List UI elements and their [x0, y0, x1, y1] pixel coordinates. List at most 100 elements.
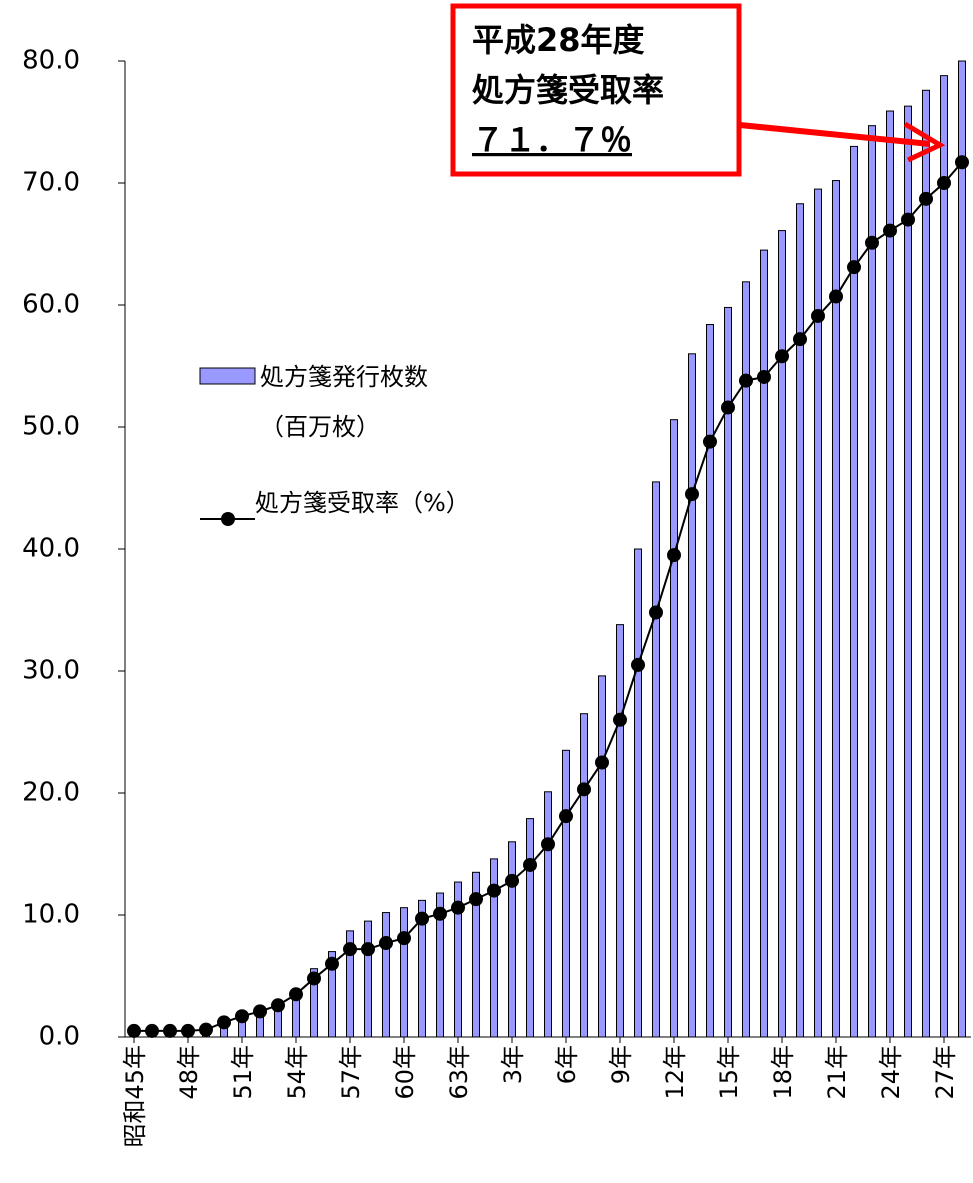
point: [721, 400, 735, 415]
y-tick-label: 0.0: [39, 1022, 80, 1052]
bar: [418, 899, 426, 1038]
legend-label: 処方箋受取率（%）: [255, 489, 470, 517]
bar: [796, 203, 804, 1038]
point: [703, 434, 717, 449]
point: [271, 998, 285, 1013]
x-tick-label: 51年: [229, 1045, 257, 1100]
point: [379, 936, 393, 951]
point: [667, 548, 681, 563]
point: [433, 906, 447, 921]
x-tick-label: 15年: [715, 1045, 743, 1100]
x-tick-label: 6年: [553, 1045, 581, 1084]
point: [343, 942, 357, 957]
bar: [400, 907, 408, 1038]
point: [397, 931, 411, 946]
point: [217, 1015, 231, 1030]
bar: [688, 353, 696, 1038]
annotation-arrow: [739, 122, 931, 147]
x-tick-label: 18年: [769, 1045, 797, 1100]
annotation-text: 平成28年度: [472, 21, 645, 59]
point: [847, 260, 861, 275]
point: [253, 1004, 267, 1019]
point: [901, 212, 915, 227]
y-tick-label: 10.0: [22, 900, 80, 930]
point: [829, 289, 843, 304]
bar: [706, 324, 714, 1038]
point: [811, 308, 825, 323]
bar: [832, 180, 840, 1038]
x-tick-label: 24年: [877, 1045, 905, 1100]
x-tick-label: 3年: [499, 1045, 527, 1084]
bar: [598, 675, 606, 1038]
bar: [724, 306, 732, 1038]
bar: [850, 145, 858, 1038]
legend-label: 処方箋発行枚数 （百万枚）: [260, 363, 428, 441]
bar: [526, 818, 534, 1038]
point: [595, 755, 609, 770]
y-tick-label: 80.0: [22, 46, 80, 76]
bar: [310, 968, 318, 1038]
point: [505, 873, 519, 888]
annotation-arrowhead: [903, 121, 946, 163]
bar: [436, 892, 444, 1038]
bar: [490, 858, 498, 1038]
point: [775, 349, 789, 364]
x-tick-label: 63年: [445, 1045, 473, 1100]
bar: [634, 548, 642, 1038]
y-tick-label: 20.0: [22, 778, 80, 808]
bar: [742, 281, 750, 1038]
bar: [670, 419, 678, 1038]
legend-marker: [221, 512, 235, 526]
point: [235, 1009, 249, 1024]
bar: [958, 60, 966, 1038]
bar: [760, 249, 768, 1038]
point: [523, 857, 537, 872]
point: [685, 487, 699, 502]
bar: [472, 871, 480, 1038]
annotation-box: [450, 3, 742, 177]
point: [361, 942, 375, 957]
x-tick-label: 昭和45年: [121, 1045, 149, 1148]
bar: [886, 110, 894, 1038]
point: [451, 900, 465, 915]
y-tick-label: 50.0: [22, 412, 80, 442]
point: [613, 712, 627, 727]
point: [793, 332, 807, 347]
y-tick-label: 60.0: [22, 290, 80, 320]
y-tick-label: 30.0: [22, 656, 80, 686]
bar: [814, 188, 822, 1038]
point: [577, 782, 591, 797]
bar: [328, 951, 336, 1038]
point: [541, 837, 555, 852]
x-tick-label: 60年: [391, 1045, 419, 1100]
point: [883, 223, 897, 238]
bar: [904, 105, 912, 1038]
point: [649, 605, 663, 620]
point: [739, 373, 753, 388]
point: [631, 657, 645, 672]
point: [757, 369, 771, 384]
annotation-text: 処方箋受取率: [472, 71, 664, 109]
point: [469, 892, 483, 907]
point: [325, 956, 339, 971]
point: [181, 1023, 195, 1038]
point: [307, 971, 321, 986]
x-tick-label: 48年: [175, 1045, 203, 1100]
x-tick-label: 12年: [661, 1045, 689, 1100]
point: [865, 235, 879, 250]
bar: [652, 481, 660, 1038]
point: [145, 1023, 159, 1038]
bar: [544, 791, 552, 1038]
point: [163, 1023, 177, 1038]
annotation-text: ７１．７％: [472, 121, 632, 159]
point: [919, 191, 933, 206]
point: [559, 809, 573, 824]
bar: [868, 125, 876, 1038]
bar: [508, 841, 516, 1038]
bar: [364, 920, 372, 1038]
x-tick-label: 54年: [283, 1045, 311, 1100]
bar: [616, 624, 624, 1038]
point: [937, 176, 951, 190]
